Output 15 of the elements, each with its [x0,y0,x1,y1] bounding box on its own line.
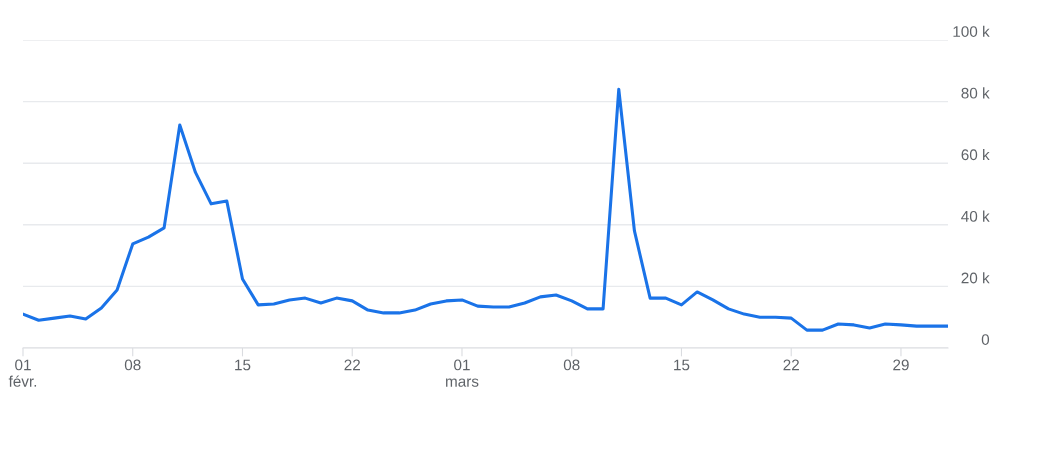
y-tick-label: 0 [981,334,990,345]
x-tick-label: 01 févr. [8,359,37,387]
x-tick-label: 29 [893,359,909,371]
x-tick-label: 08 [563,359,580,371]
y-tick-label: 60 k [961,148,990,161]
x-tick-label: 15 [235,359,251,371]
x-tick-label: 01 mars [446,359,479,387]
x-tick-label: 22 [783,359,799,371]
x-tick-label: 08 [124,359,141,371]
y-tick-label: 20 k [961,272,990,284]
y-tick-label: 100 k [953,25,990,37]
x-tick-label: 15 [674,359,690,371]
y-tick-label: 80 k [961,87,990,99]
y-tick-label: 40 k [961,210,990,222]
x-tick-label: 22 [344,359,360,371]
